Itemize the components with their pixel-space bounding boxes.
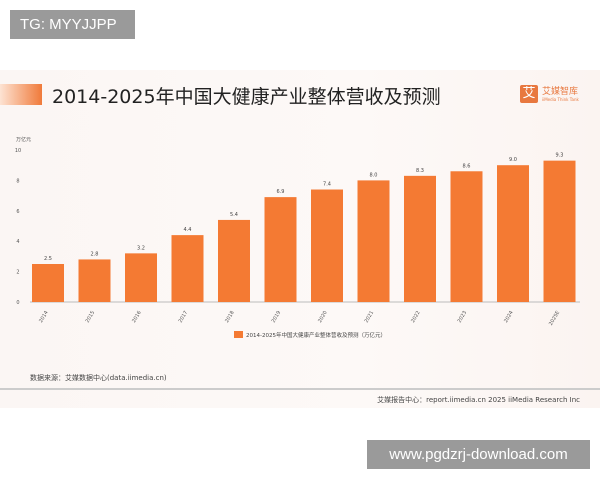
divider: [0, 388, 600, 390]
y-tick-label: 4: [16, 239, 19, 245]
bar: [497, 165, 529, 302]
data-label: 3.2: [137, 245, 145, 251]
data-label: 8.6: [463, 163, 471, 169]
data-label: 8.0: [370, 172, 378, 178]
bar: [125, 253, 157, 302]
x-tick-label: 2019: [271, 310, 283, 324]
footer-credit: 艾媒报告中心：report.iimedia.cn 2025 iiMedia Re…: [377, 396, 580, 404]
y-tick-label: 2: [16, 270, 19, 276]
bar: [78, 259, 111, 302]
logo-mark: 艾: [520, 85, 538, 103]
x-tick-label: 2018: [224, 310, 236, 324]
x-tick-label: 2022: [410, 310, 422, 324]
x-tick-label: 2017: [178, 310, 190, 324]
logo-subtitle: iiMedia Think Tank: [542, 96, 579, 102]
y-axis-label: 万亿元: [16, 136, 31, 143]
bar: [171, 235, 204, 302]
bar: [404, 175, 436, 302]
legend-label: 2014-2025年中国大健康产业整体营收及预测（万亿元）: [246, 331, 386, 339]
x-tick-label: 2014: [38, 310, 50, 324]
y-tick-label: 0: [16, 300, 19, 306]
bar: [357, 180, 390, 302]
watermark-top-left: TG: MYYJJPP: [10, 10, 135, 39]
data-label: 2.8: [91, 251, 99, 257]
bar: [543, 160, 576, 302]
data-label: 6.9: [277, 189, 285, 195]
data-label: 2.5: [44, 256, 52, 262]
iimedia-logo: 艾 艾媒智库 iiMedia Think Tank: [520, 85, 579, 103]
data-label: 9.0: [509, 157, 517, 163]
title-accent-bar: [0, 84, 42, 105]
x-tick-label: 2025E: [548, 310, 561, 327]
bar: [218, 219, 250, 302]
data-source: 数据来源：艾媒数据中心(data.iimedia.cn): [30, 374, 167, 382]
y-tick-label: 6: [16, 209, 19, 215]
bar: [264, 197, 297, 302]
x-tick-label: 2016: [131, 310, 143, 324]
logo-name: 艾媒智库: [542, 86, 579, 97]
y-tick-label: 10: [15, 148, 21, 154]
chart-panel: 2014-2025年中国大健康产业整体营收及预测 艾 艾媒智库 iiMedia …: [0, 70, 600, 408]
data-label: 4.4: [184, 227, 192, 233]
chart-title: 2014-2025年中国大健康产业整体营收及预测: [52, 86, 441, 108]
bar: [311, 189, 343, 302]
bar: [450, 171, 483, 302]
bar: [32, 264, 64, 302]
data-label: 8.3: [416, 168, 424, 174]
data-label: 9.3: [556, 153, 564, 159]
x-tick-label: 2021: [364, 310, 376, 324]
legend-swatch: [234, 331, 243, 338]
watermark-bottom-right: www.pgdzrj-download.com: [367, 440, 590, 469]
x-tick-label: 2024: [503, 310, 515, 324]
x-tick-label: 2015: [85, 310, 97, 324]
data-label: 7.4: [323, 182, 331, 188]
data-label: 5.4: [230, 212, 238, 218]
x-tick-label: 2020: [317, 310, 329, 324]
x-tick-label: 2023: [457, 310, 469, 324]
y-tick-label: 8: [16, 178, 19, 184]
